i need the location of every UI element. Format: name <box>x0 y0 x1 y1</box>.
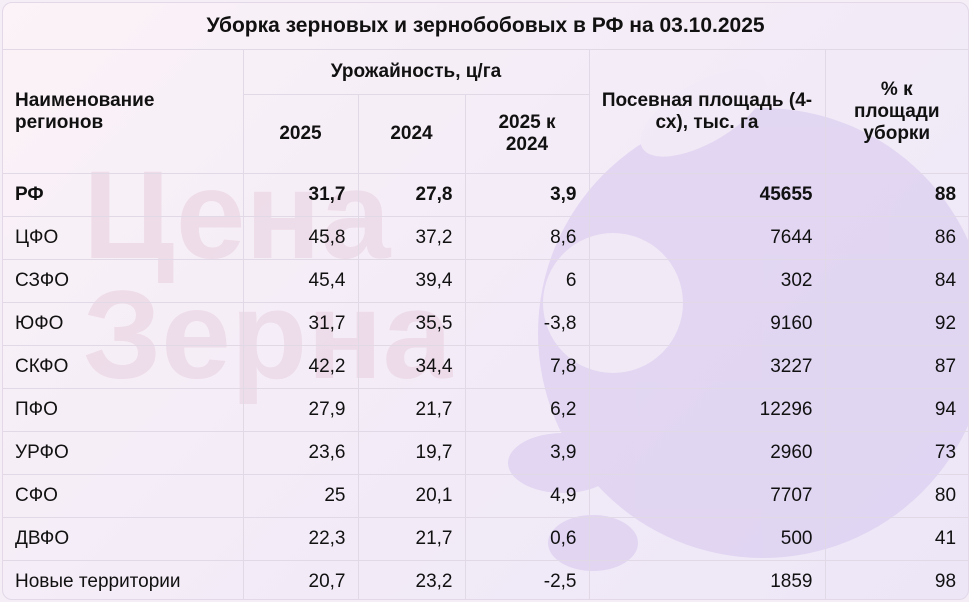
table-title: Уборка зерновых и зернобобовых в РФ на 0… <box>3 3 968 50</box>
cell-region: СЗФО <box>3 259 244 303</box>
cell-region: УРФО <box>3 431 244 475</box>
cell-y2024: 21,7 <box>357 388 466 432</box>
cell-pct: 98 <box>824 560 968 599</box>
cell-region: ЦФО <box>3 216 244 260</box>
header-2025: 2025 <box>243 94 359 174</box>
cell-region: СКФО <box>3 345 244 389</box>
cell-area: 12296 <box>588 388 826 432</box>
header-region: Наименование регионов <box>3 49 244 174</box>
cell-diff: -2,5 <box>464 560 590 599</box>
cell-region: РФ <box>3 173 244 217</box>
header-2024: 2024 <box>357 94 466 174</box>
cell-y2025: 42,2 <box>242 345 359 389</box>
cell-y2024: 39,4 <box>357 259 466 303</box>
header-diff: 2025 к 2024 <box>464 94 589 174</box>
cell-y2024: 19,7 <box>357 431 466 475</box>
cell-area: 7644 <box>588 216 826 260</box>
cell-y2024: 34,4 <box>357 345 466 389</box>
header-pct: % к площади уборки <box>824 49 968 174</box>
header-row-1: Наименование регионов Урожайность, ц/га … <box>3 49 968 174</box>
cell-y2024: 21,7 <box>357 517 466 561</box>
cell-pct: 88 <box>824 173 968 217</box>
cell-y2025: 45,8 <box>242 216 359 260</box>
cell-y2025: 31,7 <box>242 302 359 346</box>
cell-y2025: 22,3 <box>242 517 359 561</box>
title-row: Уборка зерновых и зернобобовых в РФ на 0… <box>3 3 968 50</box>
cell-area: 3227 <box>588 345 826 389</box>
cell-diff: 3,9 <box>464 173 590 217</box>
cell-diff: 7,8 <box>464 345 590 389</box>
cell-y2025: 20,7 <box>242 560 359 599</box>
cell-area: 7707 <box>588 474 826 518</box>
cell-area: 2960 <box>588 431 826 475</box>
cell-pct: 86 <box>824 216 968 260</box>
cell-diff: 6 <box>464 259 590 303</box>
harvest-table: Уборка зерновых и зернобобовых в РФ на 0… <box>3 3 968 599</box>
cell-y2025: 23,6 <box>242 431 359 475</box>
cell-pct: 41 <box>824 517 968 561</box>
cell-y2024: 23,2 <box>357 560 466 599</box>
cell-area: 45655 <box>588 173 826 217</box>
cell-y2024: 27,8 <box>357 173 466 217</box>
cell-area: 500 <box>588 517 826 561</box>
cell-diff: 0,6 <box>464 517 590 561</box>
table-row: ЮФО 31,7 35,5 -3,8 9160 92 <box>3 302 968 346</box>
header-area: Посевная площадь (4-сх), тыс. га <box>588 49 826 174</box>
table-row: ЦФО 45,8 37,2 8,6 7644 86 <box>3 216 968 260</box>
cell-area: 302 <box>588 259 826 303</box>
cell-area: 1859 <box>588 560 826 599</box>
cell-y2024: 20,1 <box>357 474 466 518</box>
cell-diff: -3,8 <box>464 302 590 346</box>
table-row: СФО 25 20,1 4,9 7707 80 <box>3 474 968 518</box>
cell-y2024: 37,2 <box>357 216 466 260</box>
cell-diff: 3,9 <box>464 431 590 475</box>
cell-pct: 84 <box>824 259 968 303</box>
cell-region: СФО <box>3 474 244 518</box>
cell-y2025: 31,7 <box>242 173 359 217</box>
table-row: РФ 31,7 27,8 3,9 45655 88 <box>3 173 968 217</box>
cell-area: 9160 <box>588 302 826 346</box>
cell-pct: 87 <box>824 345 968 389</box>
cell-region: ЮФО <box>3 302 244 346</box>
cell-pct: 94 <box>824 388 968 432</box>
cell-region: ДВФО <box>3 517 244 561</box>
cell-pct: 80 <box>824 474 968 518</box>
cell-pct: 73 <box>824 431 968 475</box>
cell-diff: 6,2 <box>464 388 590 432</box>
cell-diff: 4,9 <box>464 474 590 518</box>
header-row-2: 2025 2024 2025 к 2024 <box>3 94 968 174</box>
cell-y2024: 35,5 <box>357 302 466 346</box>
cell-y2025: 25 <box>242 474 359 518</box>
cell-y2025: 45,4 <box>242 259 359 303</box>
table-row: Новые территории 20,7 23,2 -2,5 1859 98 <box>3 560 968 599</box>
table-row: ДВФО 22,3 21,7 0,6 500 41 <box>3 517 968 561</box>
cell-region: ПФО <box>3 388 244 432</box>
table-row: СКФО 42,2 34,4 7,8 3227 87 <box>3 345 968 389</box>
table-row: УРФО 23,6 19,7 3,9 2960 73 <box>3 431 968 475</box>
cell-region: Новые территории <box>3 560 244 599</box>
cell-diff: 8,6 <box>464 216 590 260</box>
table-row: ПФО 27,9 21,7 6,2 12296 94 <box>3 388 968 432</box>
cell-y2025: 27,9 <box>242 388 359 432</box>
header-yield-group: Урожайность, ц/га <box>242 49 590 95</box>
cell-pct: 92 <box>824 302 968 346</box>
table-row: СЗФО 45,4 39,4 6 302 84 <box>3 259 968 303</box>
